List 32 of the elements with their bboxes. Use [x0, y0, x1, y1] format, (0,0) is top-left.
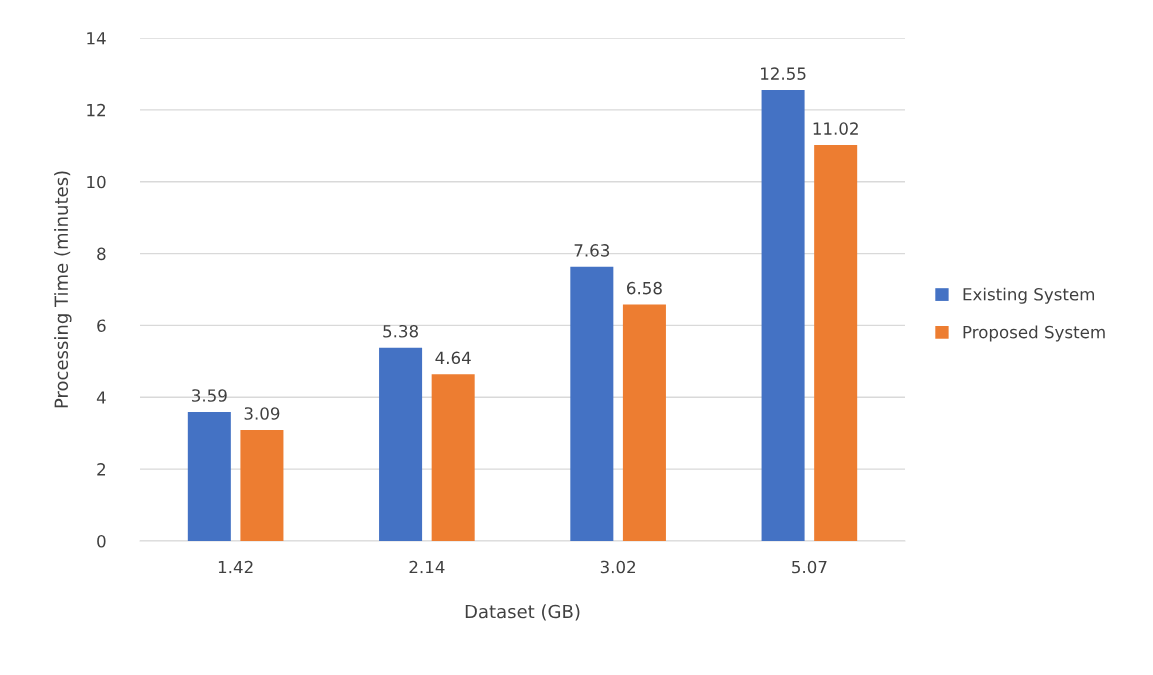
x-tick-label: 5.07: [792, 560, 827, 574]
y-tick-label: 2: [97, 463, 105, 476]
bar: [570, 266, 614, 541]
data-label: 12.55: [761, 67, 806, 80]
bar: [814, 145, 858, 541]
data-label: 11.02: [813, 122, 858, 135]
y-tick-label: 8: [97, 247, 106, 261]
legend-label: Existing System: [963, 287, 1095, 304]
x-axis-title: Dataset (GB): [465, 604, 580, 621]
bar: [240, 429, 284, 541]
data-label: 6.58: [627, 281, 662, 295]
x-tick-label: 1.42: [218, 560, 253, 574]
bar: [187, 412, 231, 541]
y-tick-label: 10: [87, 175, 106, 189]
y-axis-title: Processing Time (minutes): [54, 171, 72, 408]
y-tick-label: 12: [87, 103, 105, 117]
data-label: 3.09: [244, 407, 280, 420]
y-tick-label: 6: [97, 319, 106, 332]
x-tick-label: 3.02: [600, 560, 636, 574]
x-tick-label: 2.14: [409, 560, 445, 574]
bar: [622, 304, 666, 541]
y-tick-label: 0: [97, 534, 106, 548]
bar: [431, 374, 475, 541]
data-label: 5.38: [383, 324, 418, 338]
data-label: 4.64: [435, 351, 471, 365]
bar: [761, 90, 805, 541]
bar: [379, 347, 423, 541]
data-label: 7.63: [574, 244, 610, 257]
legend-label: Proposed System: [963, 325, 1105, 342]
y-tick-label: 14: [87, 32, 106, 45]
data-label: 3.59: [192, 389, 227, 402]
y-tick-label: 4: [96, 391, 106, 404]
